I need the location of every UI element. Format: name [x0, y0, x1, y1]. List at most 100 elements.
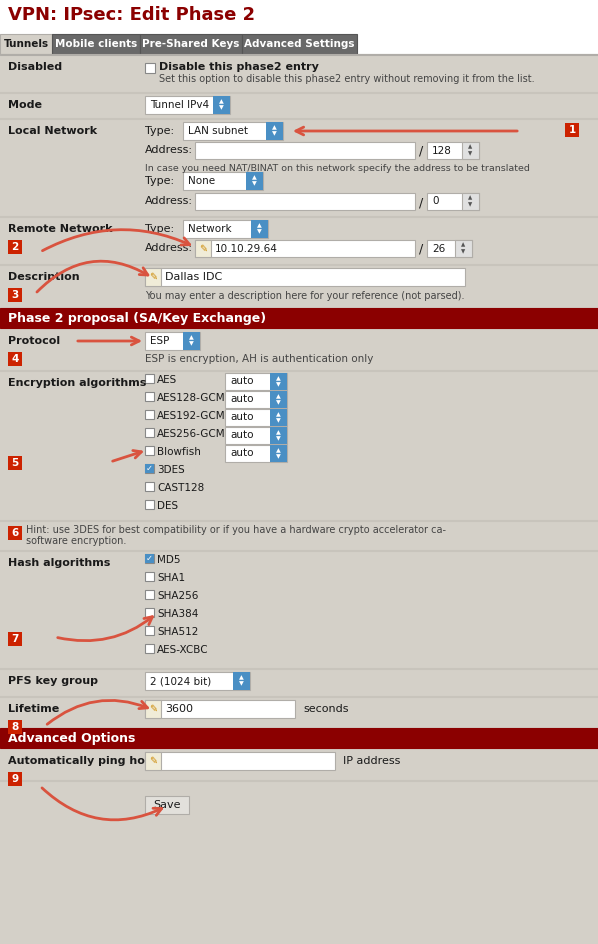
Text: Blowfish: Blowfish	[157, 447, 201, 457]
Bar	[213, 96, 230, 114]
Text: 6: 6	[11, 528, 19, 538]
Text: ▼: ▼	[276, 418, 281, 423]
Bar	[145, 428, 154, 437]
Bar	[0, 92, 598, 93]
Text: Type:: Type:	[145, 176, 174, 186]
Bar	[462, 142, 479, 159]
Bar	[195, 240, 211, 257]
Bar	[183, 172, 263, 190]
Text: CAST128: CAST128	[157, 483, 205, 493]
Text: MD5: MD5	[157, 555, 181, 565]
Text: SHA384: SHA384	[157, 609, 199, 619]
Bar	[246, 172, 263, 190]
Bar	[145, 672, 250, 690]
Text: ▼: ▼	[276, 436, 281, 441]
Text: DES: DES	[157, 501, 178, 511]
Bar	[145, 572, 154, 581]
Text: auto: auto	[230, 395, 254, 404]
Bar	[0, 728, 598, 748]
Text: AES: AES	[157, 375, 177, 385]
Text: Advanced Options: Advanced Options	[8, 732, 135, 745]
Text: Encryption algorithms: Encryption algorithms	[8, 378, 147, 388]
Bar	[266, 122, 283, 140]
Bar	[145, 410, 154, 419]
Text: ✓: ✓	[146, 464, 153, 473]
Bar	[0, 550, 598, 551]
Text: Type:: Type:	[145, 224, 174, 234]
Text: ▼: ▼	[189, 342, 194, 346]
Bar	[233, 672, 250, 690]
Bar	[225, 409, 287, 426]
Text: LAN subnet: LAN subnet	[188, 126, 248, 136]
Text: ✎: ✎	[149, 704, 157, 714]
Text: Network: Network	[188, 224, 231, 234]
Text: ▲: ▲	[276, 376, 281, 381]
Text: Phase 2 proposal (SA/Key Exchange): Phase 2 proposal (SA/Key Exchange)	[8, 312, 266, 325]
Bar	[195, 240, 415, 257]
Text: ▲: ▲	[468, 195, 472, 201]
Bar	[145, 268, 161, 286]
Bar	[242, 34, 357, 54]
Text: ▲: ▲	[276, 430, 281, 435]
Text: ▲: ▲	[189, 335, 194, 341]
Text: AES-XCBC: AES-XCBC	[157, 645, 209, 655]
Bar	[183, 332, 200, 350]
Text: VPN: IPsec: Edit Phase 2: VPN: IPsec: Edit Phase 2	[8, 6, 255, 24]
Text: Set this option to disable this phase2 entry without removing it from the list.: Set this option to disable this phase2 e…	[159, 74, 535, 84]
Bar	[225, 427, 287, 444]
Text: auto: auto	[230, 413, 254, 423]
Text: /: /	[419, 145, 423, 158]
Text: 3DES: 3DES	[157, 465, 185, 475]
Bar	[8, 772, 22, 786]
Bar	[0, 54, 598, 55]
Bar	[0, 370, 598, 371]
Bar	[140, 34, 242, 54]
Text: ▼: ▼	[276, 382, 281, 387]
Text: ✎: ✎	[199, 244, 207, 254]
Bar	[195, 193, 415, 210]
Bar	[270, 373, 287, 390]
Text: PFS key group: PFS key group	[8, 676, 98, 686]
Bar	[8, 352, 22, 366]
Text: ▲: ▲	[239, 676, 244, 681]
Bar	[270, 409, 287, 426]
Text: AES192-GCM: AES192-GCM	[157, 411, 225, 421]
Bar	[0, 668, 598, 669]
Bar	[145, 374, 154, 383]
Bar	[455, 240, 472, 257]
Text: /: /	[419, 243, 423, 256]
Bar	[0, 34, 52, 54]
Text: ✎: ✎	[149, 272, 157, 282]
Bar	[145, 700, 295, 718]
Text: Address:: Address:	[145, 243, 193, 253]
Bar	[8, 526, 22, 540]
Bar	[145, 554, 154, 563]
Text: 0: 0	[432, 196, 438, 207]
Text: ▼: ▼	[239, 682, 244, 686]
Text: auto: auto	[230, 448, 254, 459]
Bar	[0, 520, 598, 521]
Bar	[145, 500, 154, 509]
Text: Address:: Address:	[145, 145, 193, 155]
Bar	[145, 268, 465, 286]
Bar	[0, 118, 598, 119]
Bar	[145, 96, 230, 114]
Bar	[145, 608, 154, 617]
Text: 10.10.29.64: 10.10.29.64	[215, 244, 278, 254]
Text: Pre-Shared Keys: Pre-Shared Keys	[142, 39, 240, 49]
Text: SHA256: SHA256	[157, 591, 199, 601]
Bar	[145, 752, 161, 770]
Bar	[145, 590, 154, 599]
Text: Hash algorithms: Hash algorithms	[8, 558, 111, 568]
Text: You may enter a description here for your reference (not parsed).: You may enter a description here for you…	[145, 291, 465, 301]
Bar	[427, 240, 472, 257]
Bar	[145, 644, 154, 653]
Bar	[145, 796, 189, 814]
Bar	[8, 456, 22, 470]
Bar	[183, 220, 268, 238]
Text: 2: 2	[11, 242, 19, 252]
Text: ▲: ▲	[276, 448, 281, 453]
Text: SHA1: SHA1	[157, 573, 185, 583]
Bar	[8, 240, 22, 254]
Bar	[145, 752, 335, 770]
